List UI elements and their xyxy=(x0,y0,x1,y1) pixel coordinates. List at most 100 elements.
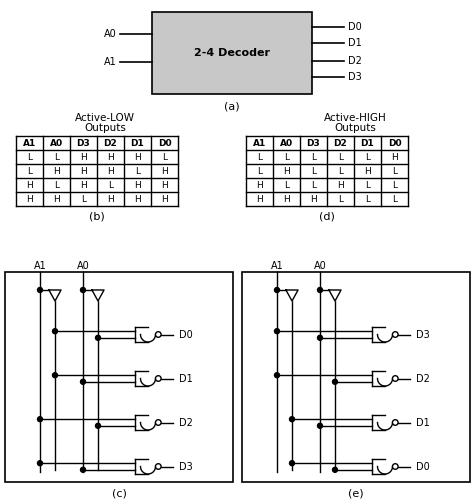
Circle shape xyxy=(37,461,43,466)
Circle shape xyxy=(392,332,398,337)
Text: (e): (e) xyxy=(348,489,364,499)
Text: L: L xyxy=(108,180,113,189)
Text: H: H xyxy=(337,180,344,189)
Text: D0: D0 xyxy=(179,330,193,340)
Text: D1: D1 xyxy=(361,138,374,147)
Bar xyxy=(242,272,470,482)
Text: H: H xyxy=(80,152,87,161)
Text: D1: D1 xyxy=(416,417,430,427)
Text: Active-HIGH: Active-HIGH xyxy=(324,113,386,123)
Text: D2: D2 xyxy=(334,138,347,147)
Text: H: H xyxy=(161,180,168,189)
Text: L: L xyxy=(135,166,140,175)
Text: Outputs: Outputs xyxy=(84,123,126,133)
Circle shape xyxy=(37,288,43,293)
Text: H: H xyxy=(310,194,317,203)
Polygon shape xyxy=(329,290,341,301)
Text: D2: D2 xyxy=(179,417,193,427)
Bar xyxy=(152,12,312,94)
Text: H: H xyxy=(283,166,290,175)
Text: D1: D1 xyxy=(179,374,193,383)
Circle shape xyxy=(95,423,100,428)
Text: H: H xyxy=(256,180,263,189)
Text: H: H xyxy=(134,152,141,161)
Text: H: H xyxy=(53,194,60,203)
Text: A0: A0 xyxy=(104,29,117,39)
Circle shape xyxy=(290,417,294,422)
Text: Active-LOW: Active-LOW xyxy=(75,113,135,123)
Text: Outputs: Outputs xyxy=(334,123,376,133)
Circle shape xyxy=(332,379,337,384)
Polygon shape xyxy=(286,290,298,301)
Text: D0: D0 xyxy=(388,138,401,147)
Circle shape xyxy=(392,376,398,381)
Text: L: L xyxy=(54,180,59,189)
Text: H: H xyxy=(283,194,290,203)
Circle shape xyxy=(392,420,398,425)
Text: A0: A0 xyxy=(77,261,90,271)
Text: L: L xyxy=(311,166,316,175)
Circle shape xyxy=(290,461,294,466)
Text: H: H xyxy=(107,152,114,161)
Text: L: L xyxy=(81,194,86,203)
Circle shape xyxy=(95,335,100,340)
Circle shape xyxy=(274,373,280,378)
Polygon shape xyxy=(49,290,61,301)
Text: L: L xyxy=(392,194,397,203)
Circle shape xyxy=(332,467,337,472)
Text: H: H xyxy=(26,180,33,189)
Text: D2: D2 xyxy=(348,56,362,66)
Text: A1: A1 xyxy=(23,138,36,147)
Circle shape xyxy=(274,329,280,334)
Text: H: H xyxy=(80,166,87,175)
Text: L: L xyxy=(284,180,289,189)
Polygon shape xyxy=(92,290,104,301)
Text: D3: D3 xyxy=(179,461,193,471)
Text: D1: D1 xyxy=(131,138,145,147)
Text: D3: D3 xyxy=(416,330,430,340)
Text: H: H xyxy=(53,166,60,175)
Text: A1: A1 xyxy=(271,261,283,271)
Text: D2: D2 xyxy=(416,374,430,383)
Text: L: L xyxy=(311,180,316,189)
Circle shape xyxy=(155,464,161,469)
Text: H: H xyxy=(26,194,33,203)
Text: A1: A1 xyxy=(253,138,266,147)
Circle shape xyxy=(81,467,85,472)
Circle shape xyxy=(318,288,322,293)
Text: H: H xyxy=(107,194,114,203)
Circle shape xyxy=(37,417,43,422)
Text: L: L xyxy=(27,152,32,161)
Text: L: L xyxy=(162,152,167,161)
Text: H: H xyxy=(364,166,371,175)
Text: (c): (c) xyxy=(111,489,127,499)
Text: L: L xyxy=(257,152,262,161)
Text: D3: D3 xyxy=(307,138,320,147)
Text: L: L xyxy=(338,166,343,175)
Circle shape xyxy=(81,379,85,384)
Text: L: L xyxy=(338,152,343,161)
Circle shape xyxy=(53,329,57,334)
Circle shape xyxy=(392,464,398,469)
Text: A0: A0 xyxy=(50,138,63,147)
Text: L: L xyxy=(311,152,316,161)
Text: L: L xyxy=(365,180,370,189)
Text: D3: D3 xyxy=(77,138,91,147)
Text: (b): (b) xyxy=(89,211,105,221)
Circle shape xyxy=(318,423,322,428)
Text: 2-4 Decoder: 2-4 Decoder xyxy=(194,48,270,58)
Circle shape xyxy=(155,376,161,381)
Text: H: H xyxy=(161,166,168,175)
Text: D0: D0 xyxy=(416,461,430,471)
Text: L: L xyxy=(392,180,397,189)
Text: D3: D3 xyxy=(348,72,362,82)
Text: A1: A1 xyxy=(34,261,46,271)
Text: H: H xyxy=(134,180,141,189)
Text: A0: A0 xyxy=(314,261,327,271)
Text: L: L xyxy=(365,194,370,203)
Text: D2: D2 xyxy=(104,138,118,147)
Text: H: H xyxy=(107,166,114,175)
Text: A0: A0 xyxy=(280,138,293,147)
Text: H: H xyxy=(161,194,168,203)
Text: L: L xyxy=(338,194,343,203)
